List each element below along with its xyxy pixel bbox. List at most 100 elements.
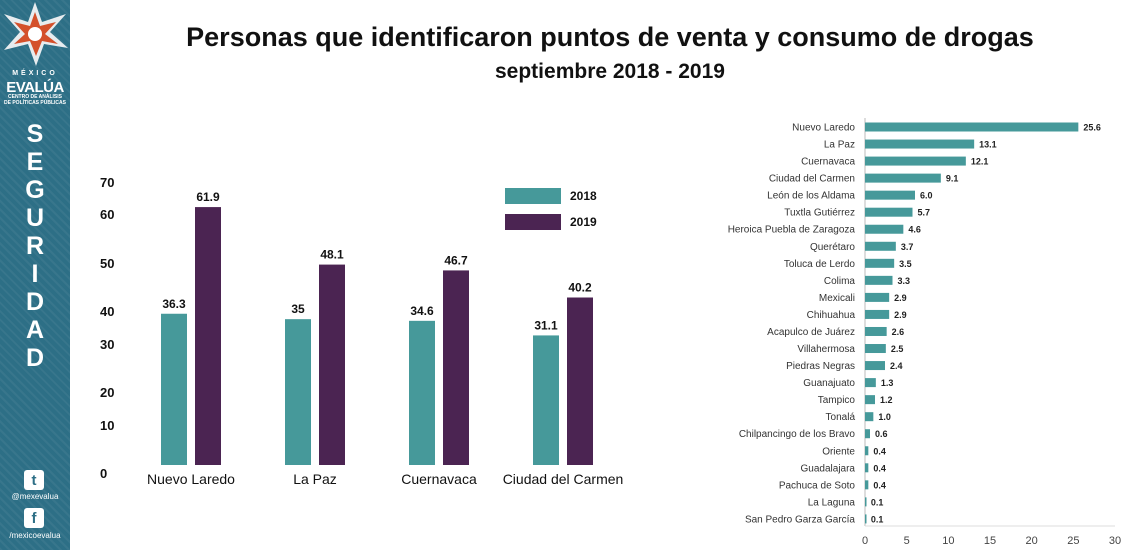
hbar bbox=[865, 207, 913, 217]
x-tick-label: 20 bbox=[1026, 535, 1038, 547]
bar-2019 bbox=[443, 270, 469, 465]
x-tick-label: 25 bbox=[1067, 535, 1079, 547]
hbar-value-label: 0.6 bbox=[875, 429, 888, 439]
hbar-category-label: La Paz bbox=[824, 140, 855, 151]
x-tick-label: 15 bbox=[984, 535, 996, 547]
hbar-value-label: 4.6 bbox=[908, 225, 921, 235]
bar-value-label: 34.6 bbox=[410, 304, 434, 318]
x-category-label: Nuevo Laredo bbox=[147, 471, 235, 487]
section-letter: D bbox=[25, 344, 45, 372]
hbar-category-label: Querétaro bbox=[810, 242, 855, 253]
hbar bbox=[865, 326, 887, 336]
hbar-value-label: 0.4 bbox=[873, 480, 886, 490]
bar-2018 bbox=[285, 319, 311, 465]
bar-value-label: 31.1 bbox=[534, 318, 558, 332]
hbar bbox=[865, 156, 966, 166]
y-tick-label: 0 bbox=[100, 466, 107, 481]
hbar-value-label: 2.5 bbox=[891, 344, 904, 354]
hbar-value-label: 13.1 bbox=[979, 140, 997, 150]
hbar-category-label: Guanajuato bbox=[803, 378, 855, 389]
facebook-icon[interactable]: f bbox=[24, 508, 44, 528]
hbar-category-label: Guadalajara bbox=[801, 463, 856, 474]
hbar-value-label: 2.4 bbox=[890, 361, 903, 371]
bar-2018 bbox=[409, 320, 435, 465]
x-category-label: Ciudad del Carmen bbox=[503, 471, 624, 487]
hbar-value-label: 5.7 bbox=[918, 208, 931, 218]
hbar-value-label: 3.3 bbox=[898, 276, 911, 286]
hbar-value-label: 3.5 bbox=[899, 259, 912, 269]
hbar-category-label: San Pedro Garza García bbox=[745, 514, 855, 525]
twitter-handle[interactable]: @mexevalua bbox=[11, 492, 59, 501]
hbar bbox=[865, 241, 896, 251]
hbar-category-label: Heroica Puebla de Zaragoza bbox=[728, 225, 856, 236]
hbar-category-label: Villahermosa bbox=[797, 344, 855, 355]
brand-subtitle-line-2: DE POLÍTICAS PÚBLICAS bbox=[4, 99, 66, 106]
section-letter: U bbox=[25, 204, 45, 232]
y-tick-label: 50 bbox=[100, 256, 114, 271]
hbar bbox=[865, 446, 869, 456]
hbar bbox=[865, 344, 886, 354]
hbar-value-label: 1.3 bbox=[881, 378, 894, 388]
bar-2019 bbox=[195, 207, 221, 466]
brand-country: MÉXICO bbox=[12, 70, 58, 77]
star-logo-icon bbox=[4, 2, 68, 66]
y-tick-label: 30 bbox=[100, 337, 114, 352]
section-letter: E bbox=[26, 148, 44, 176]
x-tick-label: 5 bbox=[904, 535, 910, 547]
hbar-category-label: Tuxtla Gutiérrez bbox=[784, 208, 855, 219]
x-category-label: Cuernavaca bbox=[401, 471, 477, 487]
section-letter: A bbox=[25, 316, 45, 344]
y-tick-label: 70 bbox=[100, 175, 114, 190]
legend-swatch-2018 bbox=[505, 188, 561, 204]
bar-value-label: 48.1 bbox=[320, 248, 344, 262]
hbar bbox=[865, 139, 975, 149]
bar-2018 bbox=[533, 335, 559, 465]
brand-subtitle-line-1: CENTRO DE ANÁLISIS bbox=[8, 94, 62, 100]
bar-2019 bbox=[319, 264, 345, 465]
facebook-handle[interactable]: /mexicoevalua bbox=[9, 531, 61, 540]
section-letter: R bbox=[25, 232, 45, 260]
hbar-value-label: 1.0 bbox=[878, 412, 891, 422]
twitter-icon[interactable]: t bbox=[24, 470, 44, 490]
hbar-value-label: 1.2 bbox=[880, 395, 893, 405]
hbar-category-label: Chilpancingo de los Bravo bbox=[739, 429, 856, 440]
hbar-value-label: 2.9 bbox=[894, 293, 907, 303]
hbar-category-label: Cuernavaca bbox=[801, 157, 855, 168]
hbar-category-label: Acapulco de Juárez bbox=[767, 327, 855, 338]
hbar-value-label: 2.6 bbox=[892, 327, 905, 337]
bar-2019 bbox=[567, 297, 593, 465]
hbar bbox=[865, 173, 941, 183]
hbar-value-label: 25.6 bbox=[1083, 123, 1101, 133]
hbar bbox=[865, 361, 885, 371]
x-tick-label: 10 bbox=[942, 535, 954, 547]
hbar-category-label: Oriente bbox=[822, 446, 855, 457]
hbar-value-label: 6.0 bbox=[920, 191, 933, 201]
hbar-value-label: 0.1 bbox=[871, 497, 884, 507]
hbar-value-label: 9.1 bbox=[946, 174, 959, 184]
hbar-category-label: Nuevo Laredo bbox=[792, 123, 855, 134]
y-tick-label: 40 bbox=[100, 304, 114, 319]
hbar-category-label: La Laguna bbox=[808, 497, 856, 508]
bar-value-label: 61.9 bbox=[196, 190, 220, 204]
hbar-category-label: Colima bbox=[824, 276, 856, 287]
section-letter: I bbox=[31, 260, 39, 288]
hbar-category-label: Toluca de Lerdo bbox=[784, 259, 856, 270]
hbar bbox=[865, 463, 869, 473]
hbar bbox=[865, 292, 890, 302]
section-letter: S bbox=[26, 120, 44, 148]
hbar bbox=[865, 429, 870, 439]
legend-label: 2018 bbox=[570, 189, 597, 203]
section-letter: D bbox=[25, 288, 45, 316]
section-letter: G bbox=[25, 176, 45, 204]
sidebar: MÉXICO EVALÚA CENTRO DE ANÁLISIS DE POLÍ… bbox=[0, 0, 70, 550]
chart-subtitle: septiembre 2018 - 2019 bbox=[495, 60, 725, 83]
bar-value-label: 46.7 bbox=[444, 253, 468, 267]
hbar bbox=[865, 395, 875, 405]
hbar-value-label: 0.4 bbox=[873, 446, 886, 456]
hbar-category-label: Pachuca de Soto bbox=[779, 480, 856, 491]
hbar bbox=[865, 258, 895, 268]
x-tick-label: 0 bbox=[862, 535, 868, 547]
hbar bbox=[865, 309, 890, 319]
hbar-value-label: 2.9 bbox=[894, 310, 907, 320]
